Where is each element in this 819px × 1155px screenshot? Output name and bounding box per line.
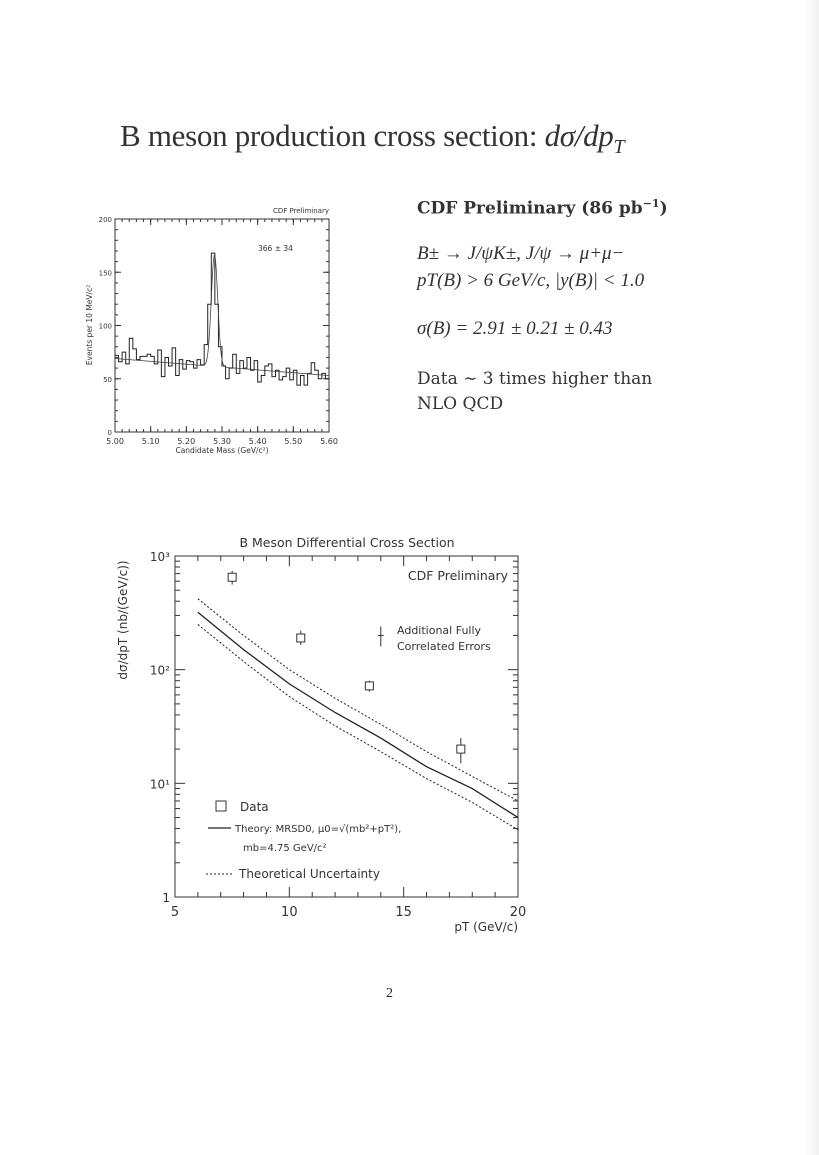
y-tick-label: 150 — [99, 269, 112, 277]
histogram-title: CDF Preliminary — [273, 207, 329, 215]
x-tick-label: 5 — [171, 905, 179, 920]
cuts-line: pT(B) > 6 GeV/c, |y(B)| < 1.0 — [417, 270, 645, 291]
signal-yield-annotation: 366 ± 34 — [258, 244, 293, 253]
histogram-frame — [114, 218, 330, 433]
legend-data-marker — [215, 800, 227, 812]
legend-data-label: Data — [240, 800, 269, 814]
data-point — [364, 681, 374, 691]
xsec-frame — [174, 555, 519, 898]
histogram-x-label: Candidate Mass (GeV/c²) — [175, 446, 268, 455]
y-tick-label: 200 — [99, 216, 112, 224]
theory-uncertainty-curve — [197, 624, 519, 831]
correlated-errors-note: Additional Fully — [397, 624, 482, 637]
conclusion-line-1: Data ∼ 3 times higher than — [417, 369, 653, 389]
x-tick-label: 10 — [281, 905, 298, 920]
data-point — [296, 633, 306, 643]
x-tick-label: 5.50 — [284, 437, 302, 446]
correlated-errors-note: Correlated Errors — [397, 640, 491, 653]
x-tick-label: 5.60 — [320, 437, 338, 446]
theory-uncertainty-curve — [197, 598, 519, 802]
x-tick-label: 5.20 — [177, 437, 195, 446]
sigma-line: σ(B) = 2.91 ± 0.21 ± 0.43 — [417, 318, 613, 339]
cdf-heading: CDF Preliminary (86 pb−1) — [417, 197, 668, 219]
y-tick-label: 1 — [162, 891, 170, 905]
x-tick-label: 5.00 — [106, 437, 124, 446]
xsec-x-label: pT (GeV/c) — [454, 920, 518, 934]
conclusion-line-2: NLO QCD — [417, 394, 504, 414]
x-tick-label: 5.40 — [249, 437, 267, 446]
theory-curve — [197, 611, 519, 819]
y-tick-label: 10¹ — [150, 777, 170, 791]
data-point — [456, 744, 466, 754]
xsec-title: B Meson Differential Cross Section — [239, 535, 454, 550]
cdf-preliminary-label: CDF Preliminary — [408, 568, 509, 583]
histogram-y-label: Events per 10 MeV/c² — [85, 285, 94, 365]
histogram-bars — [115, 252, 329, 386]
x-tick-label: 20 — [510, 905, 527, 920]
y-tick-label: 10³ — [150, 550, 170, 564]
y-tick-label: 100 — [99, 323, 112, 331]
y-tick-label: 50 — [103, 376, 112, 384]
x-tick-label: 5.30 — [213, 437, 231, 446]
fit-curve — [114, 254, 330, 376]
page-edge-shadow — [805, 0, 819, 1155]
x-tick-label: 5.10 — [142, 437, 160, 446]
legend-uncertainty-label: Theoretical Uncertainty — [238, 867, 380, 881]
page-title: B meson production cross section: dσ/dpT — [120, 118, 625, 159]
decay-line: B± → J/ψK±, J/ψ → μ+μ− — [417, 243, 625, 264]
data-point — [227, 572, 237, 582]
page-number: 2 — [386, 986, 393, 1001]
xsec-y-label: dσ/dpT (nb/(GeV/c)) — [116, 560, 130, 679]
y-tick-label: 0 — [108, 429, 112, 437]
legend-theory-label: Theory: MRSD0, μ0=√(mb²+pT²), — [234, 824, 401, 835]
y-tick-label: 10² — [150, 664, 170, 678]
legend-theory-mass: mb=4.75 GeV/c² — [243, 843, 327, 854]
x-tick-label: 15 — [395, 905, 412, 920]
